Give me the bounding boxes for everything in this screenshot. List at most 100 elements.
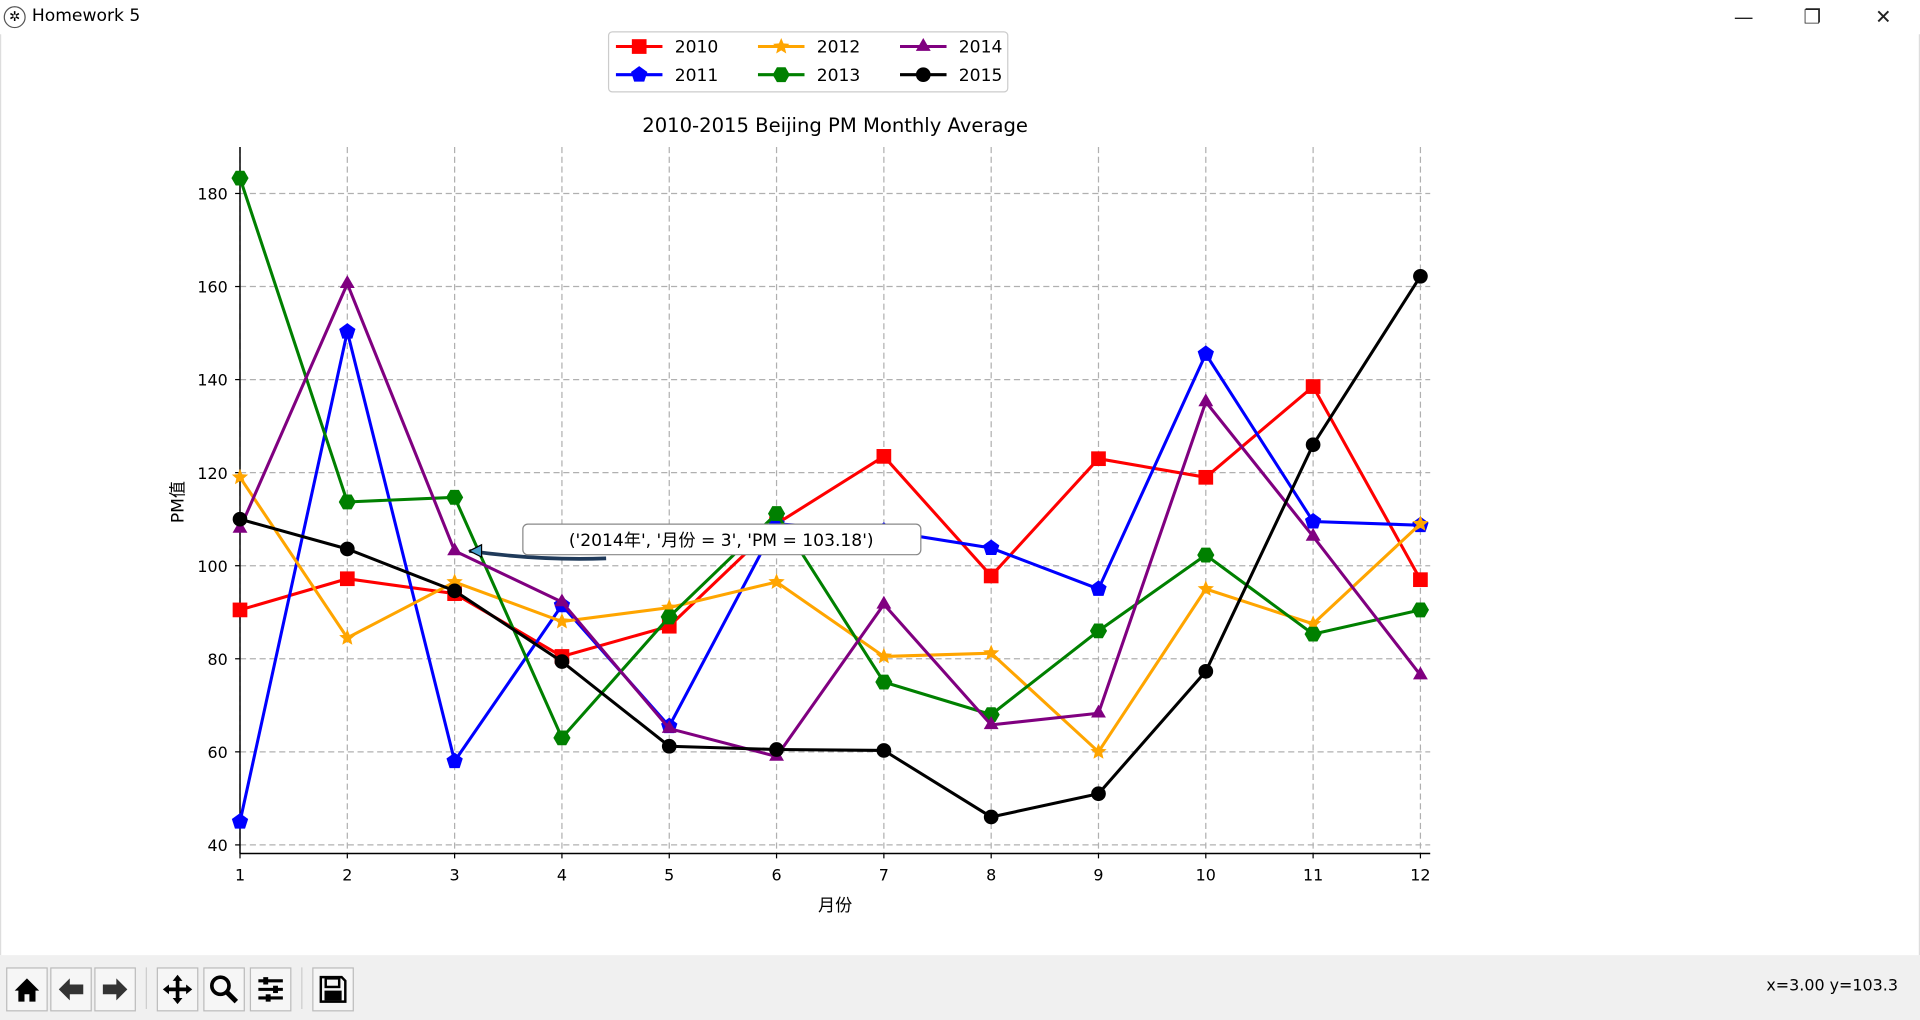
y-tick-label: 180 [197, 185, 227, 204]
series-line-2015 [239, 275, 1422, 819]
data-point-2011 [1304, 512, 1322, 529]
x-tick-label: 7 [879, 865, 889, 884]
data-point-2013 [767, 506, 786, 522]
data-point-2013 [553, 730, 571, 746]
x-tick-label: 3 [450, 865, 460, 884]
series-2015 [232, 268, 1428, 825]
data-point-2011 [446, 752, 463, 769]
toolbar-separator [145, 967, 147, 1009]
series-line-2012 [238, 476, 1422, 755]
x-axis-label: 月份 [818, 896, 852, 916]
data-point-2013 [231, 170, 249, 186]
data-point-2014 [661, 720, 677, 733]
legend-box [607, 31, 1009, 93]
data-point-2010 [876, 449, 892, 464]
pan-button[interactable] [156, 967, 199, 1012]
data-point-2014 [876, 595, 892, 609]
save-button[interactable] [312, 967, 354, 1012]
data-point-2015 [1091, 786, 1106, 802]
data-point-2013 [338, 494, 356, 510]
legend-label-2013: 2013 [817, 66, 861, 86]
data-point-2012 [553, 612, 571, 629]
x-tick-label: 10 [1196, 865, 1216, 884]
window-title: Homework 5 [31, 6, 141, 26]
data-point-2013 [875, 674, 893, 690]
data-point-2010 [339, 571, 355, 587]
back-button[interactable] [50, 967, 92, 1012]
data-point-2015 [447, 583, 462, 599]
home-button[interactable] [6, 967, 48, 1012]
minimize-button[interactable]: — [1733, 4, 1754, 29]
x-tick-label: 2 [342, 865, 352, 884]
app-icon: ✲ [3, 6, 26, 29]
data-point-2015 [232, 511, 248, 527]
data-point-2014 [1198, 393, 1214, 407]
chart-title: 2010-2015 Beijing PM Monthly Average [642, 114, 1028, 137]
x-tick-label: 5 [664, 865, 674, 884]
sliders-icon [258, 977, 283, 1002]
data-point-2010 [1413, 572, 1428, 588]
data-point-2012 [1090, 743, 1107, 759]
move-icon [162, 974, 193, 1005]
data-point-2012 [768, 573, 785, 589]
data-point-2013 [1304, 626, 1322, 642]
restore-button[interactable]: ❐ [1803, 4, 1822, 29]
y-tick-label: 120 [197, 464, 227, 483]
forward-button[interactable] [94, 967, 136, 1012]
data-point-2012 [875, 647, 893, 664]
close-button[interactable]: ✕ [1875, 4, 1892, 29]
data-point-2011 [1197, 345, 1214, 361]
series-line-2013 [238, 177, 1421, 741]
zoom-button[interactable] [203, 967, 245, 1012]
legend-marker-2015 [915, 67, 931, 83]
data-point-2013 [1411, 602, 1429, 618]
data-point-2014 [983, 716, 999, 730]
navigation-toolbar: x=3.00 y=103.3 [0, 955, 1920, 1020]
cursor-coordinates: x=3.00 y=103.3 [1766, 977, 1898, 996]
data-point-2014 [1305, 527, 1321, 541]
data-point-2013 [1197, 547, 1215, 563]
figure-canvas[interactable] [0, 34, 1920, 956]
data-point-2011 [339, 323, 356, 339]
home-icon [14, 978, 40, 1002]
series-2011 [231, 323, 1429, 829]
data-point-2015 [1413, 268, 1428, 284]
annotation-arrow [469, 549, 607, 561]
floppy-disk-icon [319, 975, 347, 1003]
arrow-left-icon [58, 978, 84, 1001]
legend-marker-2013 [772, 67, 790, 83]
y-tick-label: 60 [208, 743, 228, 762]
data-point-2013 [1089, 623, 1108, 639]
data-point-2012 [1197, 580, 1214, 596]
data-point-2014 [1091, 704, 1106, 718]
data-point-2010 [983, 568, 999, 584]
data-point-2010 [232, 602, 248, 618]
legend-label-2015: 2015 [959, 66, 1003, 86]
annotation-arrowhead [467, 543, 483, 559]
legend-label-2014: 2014 [959, 38, 1003, 58]
data-point-2011 [231, 813, 249, 829]
data-point-2011 [983, 539, 1000, 555]
data-point-2012 [339, 629, 356, 645]
data-point-2014 [1412, 666, 1428, 680]
data-point-2015 [983, 809, 999, 825]
x-tick-label: 11 [1303, 865, 1323, 884]
configure-subplots-button[interactable] [249, 967, 292, 1012]
series-2014 [232, 275, 1428, 761]
x-tick-label: 9 [1093, 865, 1103, 884]
data-point-2012 [983, 644, 1000, 661]
x-tick-label: 6 [771, 865, 781, 884]
data-point-2015 [1198, 663, 1214, 679]
series-2012 [231, 468, 1429, 759]
x-tick-label: 8 [986, 865, 996, 884]
legend-marker-2011 [631, 66, 648, 82]
title-bar: ✲ Homework 5 — ❐ ✕ [0, 0, 1920, 35]
x-tick-label: 1 [235, 865, 245, 884]
data-point-2013 [660, 609, 678, 625]
data-point-2010 [1198, 469, 1214, 485]
annotation-text: ('2014年', '月份 = 3', 'PM = 103.18') [569, 531, 874, 551]
chart[interactable]: 1 2 3 4 5 6 7 8 9 10 11 124060801001201401601802010… [0, 0, 1920, 955]
legend-marker-2010 [631, 39, 647, 54]
data-point-2010 [1305, 379, 1321, 394]
